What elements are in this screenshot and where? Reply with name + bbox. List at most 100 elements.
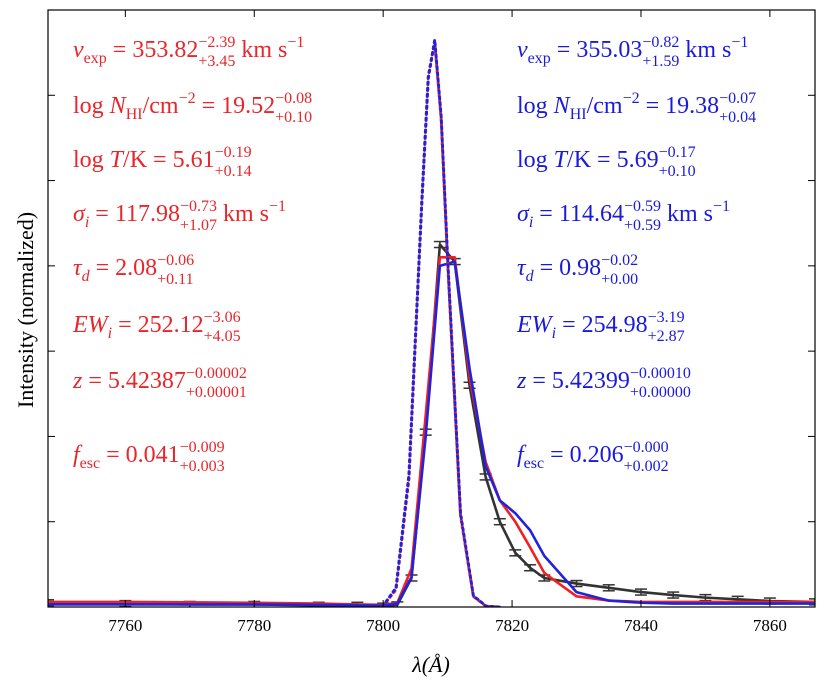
annotation-text: −0.000 xyxy=(624,439,669,456)
annotation-text: 5.42399 xyxy=(552,368,630,394)
x-tick-label: 7840 xyxy=(624,616,658,635)
annotation-text: km s xyxy=(661,201,713,227)
annotation-text: −0.00010 xyxy=(630,365,691,382)
annotation-text: T xyxy=(554,147,569,173)
annotation-text: −2 xyxy=(623,90,640,107)
annotation-text: = xyxy=(107,37,133,63)
error-bar xyxy=(433,240,446,249)
x-tick-label: 7800 xyxy=(366,616,400,635)
annotation-text: −0.08 xyxy=(275,90,312,107)
annotation-text: log xyxy=(517,147,554,173)
error-bar xyxy=(493,517,506,526)
annotation-text: +0.003 xyxy=(180,458,225,475)
x-tick-label: 7820 xyxy=(495,616,529,635)
annotation-text: +1.59 xyxy=(642,53,679,70)
annotation-text: +0.14 xyxy=(215,163,252,180)
annotation-text: 353.82 xyxy=(132,37,198,63)
annotation-text: exp xyxy=(528,50,551,67)
annotation-text: = xyxy=(112,312,138,338)
annotation-text: τ xyxy=(517,255,527,281)
annotation-text: +0.11 xyxy=(157,271,193,288)
annotation-text: 5.42387 xyxy=(108,368,186,394)
annotation-text: z xyxy=(516,368,527,394)
model-line xyxy=(48,260,815,607)
annotation-text: +0.002 xyxy=(624,458,669,475)
annotation-text: −0.02 xyxy=(601,252,638,269)
annotation-text: km s xyxy=(235,37,287,63)
annotation-text: −0.07 xyxy=(719,90,756,107)
annotation-text: 355.03 xyxy=(576,37,642,63)
annotation-text: exp xyxy=(84,50,107,67)
annotation-text: i xyxy=(85,214,89,231)
annotation-text: = xyxy=(551,37,577,63)
annotation-text: +0.59 xyxy=(624,217,661,234)
annotation-text: v xyxy=(73,37,84,63)
annotation-text: N xyxy=(109,93,128,119)
annotation-text: 0.98 xyxy=(559,255,601,281)
intrinsic-line xyxy=(368,38,501,607)
annotation-text: −0.009 xyxy=(180,439,225,456)
annotation-text: 19.52 xyxy=(221,93,275,119)
annotation-text: = xyxy=(640,93,666,119)
annotation-text: −3.19 xyxy=(648,309,685,326)
annotation-text: σ xyxy=(517,201,530,227)
annotation-text: −0.17 xyxy=(659,144,696,161)
annotation-text: /K = xyxy=(123,147,173,173)
annotation-text: f xyxy=(73,442,83,468)
annotation-text: EW xyxy=(72,312,110,338)
annotation-text: 252.12 xyxy=(138,312,204,338)
annotation-text: esc xyxy=(524,455,544,472)
y-axis-label: Intensity (normalized) xyxy=(13,212,38,408)
annotation-text: = xyxy=(82,368,108,394)
annotation-text: 254.98 xyxy=(582,312,648,338)
x-tick-label: 7760 xyxy=(108,616,142,635)
annotation-text: esc xyxy=(80,455,100,472)
annotation-text: = xyxy=(196,93,222,119)
annotation-text: /cm xyxy=(587,93,623,119)
annotation-text: f xyxy=(517,442,527,468)
annotation-text: HI xyxy=(570,106,587,123)
annotation-text: 0.041 xyxy=(126,442,180,468)
annotation-text: d xyxy=(526,268,535,285)
annotation-text: i xyxy=(108,325,112,342)
annotation-text: 5.69 xyxy=(617,147,659,173)
error-bar xyxy=(509,549,522,557)
annotation-text: −0.59 xyxy=(624,198,661,215)
annotation-text: /K = xyxy=(567,147,617,173)
annotation-text: +0.10 xyxy=(659,163,696,180)
annotation-text: +3.45 xyxy=(198,53,235,70)
annotation-text: −2.39 xyxy=(198,34,235,51)
annotation-text: −1 xyxy=(269,198,286,215)
annotation-text: +4.05 xyxy=(204,328,241,345)
annotation-text: +1.07 xyxy=(180,217,217,234)
x-axis-label: λ(Å) xyxy=(411,652,450,677)
plot-area xyxy=(48,38,815,607)
x-tick-label: 7780 xyxy=(237,616,271,635)
annotation-text: log xyxy=(517,93,554,119)
annotation-text: −0.06 xyxy=(157,252,194,269)
annotation-text: −1 xyxy=(731,34,748,51)
annotation-text: +0.00000 xyxy=(630,384,691,401)
annotation-text: N xyxy=(553,93,572,119)
annotation-text: 19.38 xyxy=(665,93,719,119)
annotation-text: 5.61 xyxy=(173,147,215,173)
annotation-text: HI xyxy=(126,106,143,123)
annotation-text: = xyxy=(533,201,559,227)
annotation-text: log xyxy=(73,147,110,173)
annotation-text: +2.87 xyxy=(648,328,685,345)
annotation-text: 2.08 xyxy=(115,255,157,281)
annotation-text: log xyxy=(73,93,110,119)
annotation-text: −3.06 xyxy=(204,309,241,326)
annotation-text: +0.00001 xyxy=(186,384,247,401)
axes-frame xyxy=(47,9,816,608)
annotation-text: 0.206 xyxy=(570,442,624,468)
annotation-text: σ xyxy=(73,201,86,227)
annotation-text: v xyxy=(517,37,528,63)
annotation-text: = xyxy=(544,442,570,468)
annotation-text: /cm xyxy=(143,93,179,119)
annotation-text: EW xyxy=(516,312,554,338)
annotation-text: = xyxy=(90,255,116,281)
annotation-text: −0.19 xyxy=(215,144,252,161)
annotation-text: km s xyxy=(217,201,269,227)
